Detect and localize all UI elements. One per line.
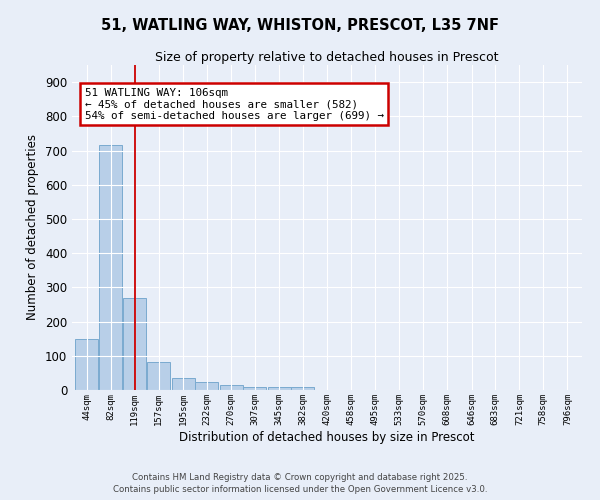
- X-axis label: Distribution of detached houses by size in Prescot: Distribution of detached houses by size …: [179, 430, 475, 444]
- Bar: [172, 378, 194, 390]
- Title: Size of property relative to detached houses in Prescot: Size of property relative to detached ho…: [155, 51, 499, 64]
- Bar: [291, 388, 314, 390]
- Bar: [243, 388, 266, 390]
- Bar: [148, 362, 170, 390]
- Text: 51, WATLING WAY, WHISTON, PRESCOT, L35 7NF: 51, WATLING WAY, WHISTON, PRESCOT, L35 7…: [101, 18, 499, 32]
- Bar: [123, 298, 146, 390]
- Bar: [75, 338, 98, 390]
- Bar: [195, 382, 218, 390]
- Text: Contains HM Land Registry data © Crown copyright and database right 2025.
Contai: Contains HM Land Registry data © Crown c…: [113, 472, 487, 494]
- Y-axis label: Number of detached properties: Number of detached properties: [26, 134, 40, 320]
- Text: 51 WATLING WAY: 106sqm
← 45% of detached houses are smaller (582)
54% of semi-de: 51 WATLING WAY: 106sqm ← 45% of detached…: [85, 88, 384, 121]
- Bar: [100, 146, 122, 390]
- Bar: [268, 388, 290, 390]
- Bar: [220, 385, 242, 390]
